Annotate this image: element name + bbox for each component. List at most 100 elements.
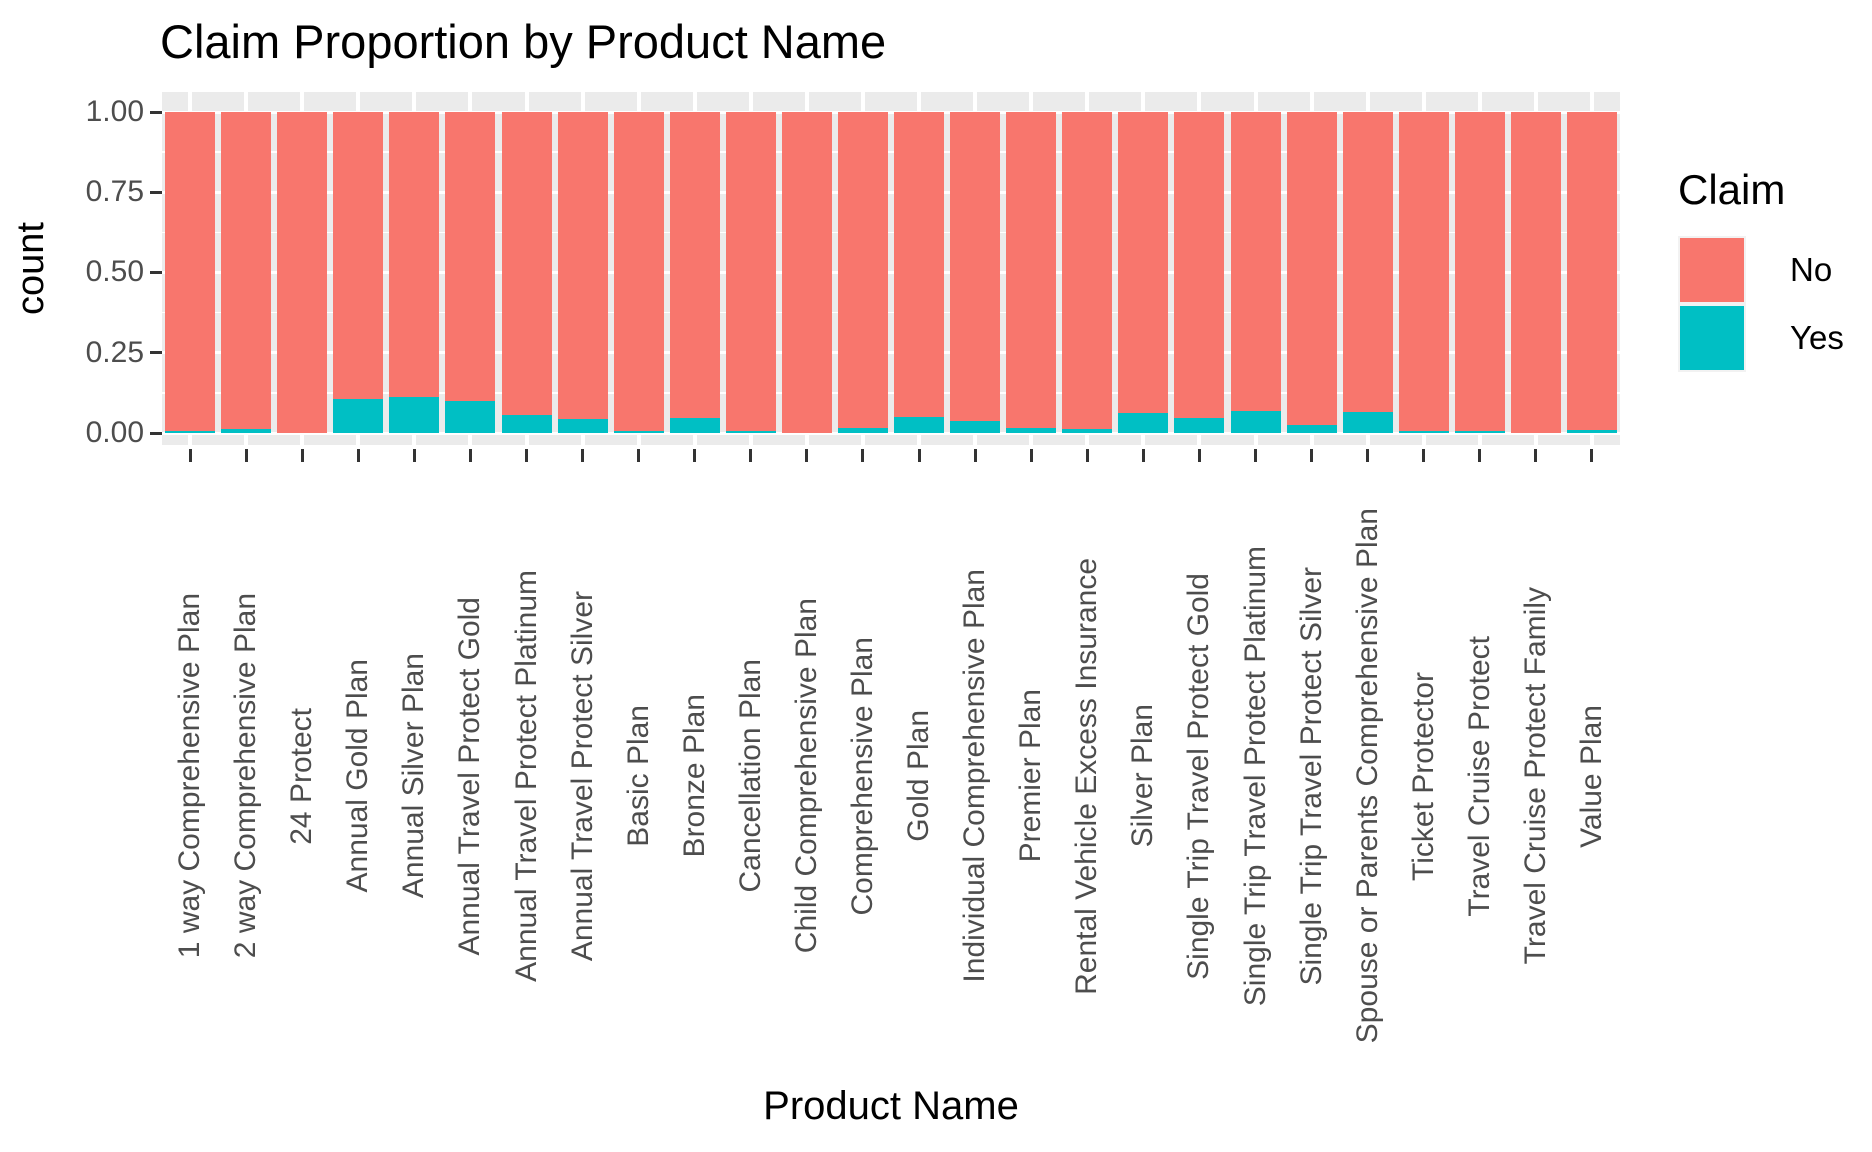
bar-segment-no xyxy=(1286,112,1337,425)
bar-segment-yes xyxy=(221,428,272,433)
bar-segment-no xyxy=(389,112,440,397)
x-tick-mark xyxy=(1310,449,1314,462)
x-tick-mark xyxy=(468,449,472,462)
bar-segment-no xyxy=(1398,112,1449,431)
bar-segment-yes xyxy=(389,397,440,433)
x-tick-label: Ticket Protector xyxy=(1406,671,1440,881)
legend-label-no: No xyxy=(1790,251,1833,288)
legend: Claim No Yes xyxy=(1678,166,1868,372)
x-tick-label: Annual Travel Protect Silver xyxy=(565,590,599,962)
bar-segment-yes xyxy=(1118,413,1169,433)
bar-segment-no xyxy=(950,112,1001,421)
legend-entry-yes: Yes xyxy=(1678,304,1868,372)
bar-segment-no xyxy=(165,112,216,432)
x-tick-label: 24 Protect xyxy=(285,707,319,845)
y-tick-mark xyxy=(150,110,162,114)
stacked-bar xyxy=(557,112,608,433)
bar-segment-yes xyxy=(333,399,384,433)
stacked-bar xyxy=(669,112,720,433)
x-tick-label: Comprehensive Plan xyxy=(845,636,879,916)
x-tick-label: Gold Plan xyxy=(902,710,936,842)
x-tick-mark xyxy=(1366,449,1370,462)
bar-segment-no xyxy=(669,112,720,418)
bar-segment-yes xyxy=(1454,430,1505,433)
bar-segment-yes xyxy=(557,419,608,433)
y-tick-label-0.50: 0.50 xyxy=(85,255,144,288)
x-tick-mark xyxy=(917,449,921,462)
bar-segment-no xyxy=(1510,112,1561,433)
bar-segment-yes xyxy=(165,431,216,433)
stacked-bar xyxy=(221,112,272,433)
x-tick-mark xyxy=(1254,449,1257,462)
bar-segment-no xyxy=(1342,112,1393,412)
bar-segment-yes xyxy=(669,417,720,433)
stacked-bar xyxy=(1230,112,1281,433)
stacked-bar xyxy=(1510,112,1561,433)
legend-entry-no: No xyxy=(1678,236,1868,304)
bar-segment-yes xyxy=(1566,429,1617,433)
legend-key-no xyxy=(1678,236,1746,304)
legend-label-yes: Yes xyxy=(1790,319,1844,356)
bar-segment-yes xyxy=(1230,410,1281,433)
stacked-bar xyxy=(781,112,832,433)
chart-title: Claim Proportion by Product Name xyxy=(160,15,887,68)
bar-segment-no xyxy=(333,112,384,400)
bar-segment-yes xyxy=(894,417,945,433)
y-tick-label-1.00: 1.00 xyxy=(85,95,144,128)
legend-key-yes xyxy=(1678,304,1746,372)
x-tick-label: Travel Cruise Protect xyxy=(1462,635,1496,917)
bar-segment-no xyxy=(1566,112,1617,430)
x-tick-label: Travel Cruise Protect Family xyxy=(1518,587,1552,965)
stacked-bar xyxy=(389,112,440,433)
x-tick-label: Rental Vehicle Excess Insurance xyxy=(1070,557,1104,995)
bar-segment-yes xyxy=(950,420,1001,433)
x-tick-mark xyxy=(188,449,192,462)
x-tick-label: Child Comprehensive Plan xyxy=(789,598,823,954)
bar-segment-no xyxy=(725,112,776,432)
plot-panel xyxy=(162,92,1620,445)
stacked-bar xyxy=(1286,112,1337,433)
y-tick-label-0.00: 0.00 xyxy=(85,416,144,449)
y-tick-mark xyxy=(150,431,162,435)
bar-segment-no xyxy=(221,112,272,429)
bar-segment-yes xyxy=(1006,428,1057,433)
major-gridline xyxy=(162,190,1620,194)
stacked-bar xyxy=(1062,112,1113,433)
stacked-bar xyxy=(277,112,328,433)
minor-gridline xyxy=(162,151,1620,153)
stacked-bar xyxy=(1006,112,1057,433)
x-tick-label: Cancellation Plan xyxy=(733,659,767,893)
bar-segment-no xyxy=(1230,112,1281,411)
bar-segment-no xyxy=(1118,112,1169,414)
x-tick-mark xyxy=(1197,449,1201,462)
y-tick-mark xyxy=(150,271,162,274)
stacked-bar xyxy=(1118,112,1169,433)
x-tick-mark xyxy=(244,449,248,462)
stacked-bar xyxy=(837,112,888,433)
stacked-bar xyxy=(165,112,216,433)
x-tick-label: Annual Gold Plan xyxy=(341,659,375,893)
bar-segment-yes xyxy=(1062,428,1113,433)
x-tick-mark xyxy=(1478,449,1482,462)
x-tick-mark xyxy=(693,449,697,462)
legend-swatch-no xyxy=(1680,238,1744,302)
x-tick-label: Annual Silver Plan xyxy=(397,653,431,899)
x-tick-label: 1 way Comprehensive Plan xyxy=(173,593,207,959)
x-tick-mark xyxy=(356,449,360,462)
bar-segment-yes xyxy=(725,431,776,433)
bar-segment-yes xyxy=(1342,411,1393,433)
x-tick-label: Bronze Plan xyxy=(677,694,711,858)
stacked-bar xyxy=(950,112,1001,433)
major-gridline xyxy=(162,110,1620,114)
stacked-bar xyxy=(333,112,384,433)
minor-gridline xyxy=(162,231,1620,234)
y-tick-label-0.75: 0.75 xyxy=(85,175,144,208)
x-tick-mark xyxy=(1141,449,1145,462)
x-axis-title: Product Name xyxy=(763,1084,1019,1128)
x-tick-label: Annual Travel Protect Platinum xyxy=(509,570,543,982)
x-tick-mark xyxy=(1029,449,1033,462)
x-tick-mark xyxy=(412,449,416,462)
bar-segment-no xyxy=(781,112,832,433)
x-tick-mark xyxy=(749,449,753,462)
